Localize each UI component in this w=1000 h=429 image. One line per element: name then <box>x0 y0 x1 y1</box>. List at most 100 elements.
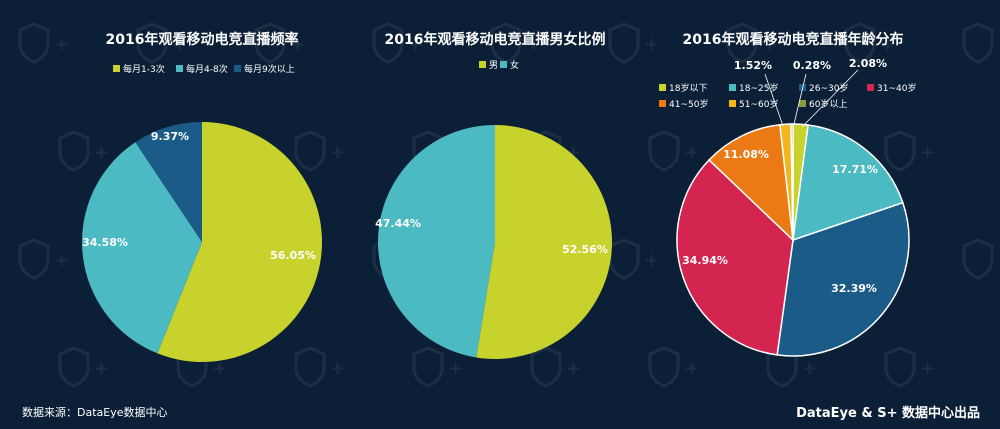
svg-text:+: + <box>54 34 69 55</box>
legend-swatch <box>234 65 241 72</box>
leader-line <box>801 69 859 128</box>
value-label: 1.52% <box>734 59 772 72</box>
watermark-badge: + <box>962 22 1000 64</box>
watermark-badge: + <box>412 346 463 388</box>
pie-chart-3: 2016年观看移动电竞直播年龄分布 18岁以下 18~25岁 26~30岁 31~40岁… <box>659 31 916 357</box>
legend-swatch <box>729 84 736 91</box>
value-label: 47.44% <box>375 217 421 230</box>
data-source: 数据来源：DataEye数据中心 <box>22 406 168 419</box>
legend-swatch <box>729 100 736 107</box>
watermark-badge: + <box>294 346 345 388</box>
legend-label: 18岁以下 <box>669 82 707 94</box>
watermark-badge: + <box>648 346 699 388</box>
svg-text:+: + <box>54 250 69 271</box>
svg-text:+: + <box>644 34 659 55</box>
legend-label: 60岁以上 <box>809 98 847 110</box>
svg-text:+: + <box>526 34 541 55</box>
legend-label: 26~30岁 <box>809 82 848 94</box>
pie-slice <box>135 122 202 242</box>
chart-title: 2016年观看移动电竞直播年龄分布 <box>683 31 904 48</box>
svg-text:+: + <box>566 358 581 379</box>
legend-swatch <box>479 61 486 68</box>
chart-title: 2016年观看移动电竞直播男女比例 <box>385 31 606 48</box>
pie-slice <box>790 123 794 241</box>
svg-text:+: + <box>644 250 659 271</box>
svg-text:+: + <box>684 358 699 379</box>
pie-slice <box>676 158 794 356</box>
value-label: 34.58% <box>82 236 128 249</box>
pie-slice <box>476 125 612 359</box>
legend-swatch <box>659 100 666 107</box>
svg-text:+: + <box>802 358 817 379</box>
legend-label: 男 <box>489 60 498 71</box>
watermark-badge: + <box>136 22 187 64</box>
value-label: 32.39% <box>831 282 877 295</box>
chart-title: 2016年观看移动电竞直播频率 <box>106 31 299 48</box>
value-label: 17.71% <box>832 163 878 176</box>
watermark-badge: + <box>648 130 699 172</box>
watermark-badge: + <box>58 346 109 388</box>
pie-slice <box>157 122 323 362</box>
legend-label: 每月4-8次 <box>186 63 228 75</box>
watermark-badge: + <box>176 346 227 388</box>
svg-text:+: + <box>330 358 345 379</box>
watermark-badge: + <box>844 22 895 64</box>
watermark-badge: + <box>18 238 69 280</box>
svg-text:+: + <box>684 142 699 163</box>
svg-text:+: + <box>920 142 935 163</box>
legend-label: 18~25岁 <box>739 82 778 94</box>
watermark-badge: + <box>294 130 345 172</box>
legend-swatch <box>113 65 120 72</box>
legend-swatch <box>867 84 874 91</box>
pie-slice <box>707 123 794 242</box>
legend-swatch <box>176 65 183 72</box>
pie-slice <box>82 142 202 354</box>
pie-slice <box>776 201 910 357</box>
svg-text:+: + <box>448 358 463 379</box>
watermark-badge: + <box>530 346 581 388</box>
legend-label: 41~50岁 <box>669 98 708 110</box>
svg-text:+: + <box>212 358 227 379</box>
legend-label: 每月9次以上 <box>244 63 295 75</box>
value-label: 11.08% <box>723 148 769 161</box>
watermark-badge: + <box>726 22 777 64</box>
legend-label: 女 <box>510 59 519 71</box>
value-label: 34.94% <box>682 254 728 267</box>
value-label: 9.37% <box>151 130 189 143</box>
svg-text:+: + <box>408 34 423 55</box>
svg-text:+: + <box>172 34 187 55</box>
value-label: 56.05% <box>270 249 316 262</box>
svg-text:+: + <box>290 34 305 55</box>
brand-credit: DataEye & S+ 数据中心出品 <box>796 406 980 421</box>
svg-text:+: + <box>920 358 935 379</box>
svg-text:+: + <box>94 358 109 379</box>
legend-label: 每月1-3次 <box>123 63 165 75</box>
watermark-badge: + <box>608 22 659 64</box>
pie-slice <box>377 125 495 358</box>
watermark-badge: + <box>18 22 69 64</box>
svg-text:+: + <box>998 34 1000 55</box>
svg-text:+: + <box>762 34 777 55</box>
svg-text:+: + <box>330 142 345 163</box>
value-label: 52.56% <box>562 243 608 256</box>
legend-label: 31~40岁 <box>877 82 916 94</box>
svg-text:+: + <box>94 142 109 163</box>
watermark-badge: + <box>58 130 109 172</box>
watermark-badge: + <box>254 22 305 64</box>
legend-swatch <box>799 100 806 107</box>
watermark-badge: + <box>766 346 817 388</box>
watermark-badge: + <box>608 238 659 280</box>
value-label: 0.28% <box>793 59 831 72</box>
watermark-badge: + <box>884 346 935 388</box>
svg-text:+: + <box>998 250 1000 271</box>
leader-line <box>793 73 807 125</box>
legend-swatch <box>659 84 666 91</box>
legend-swatch <box>500 61 507 68</box>
legend-label: 51~60岁 <box>739 98 778 110</box>
watermark-badge: + <box>962 238 1000 280</box>
watermark-badge: + <box>372 22 423 64</box>
leader-line <box>764 73 784 127</box>
